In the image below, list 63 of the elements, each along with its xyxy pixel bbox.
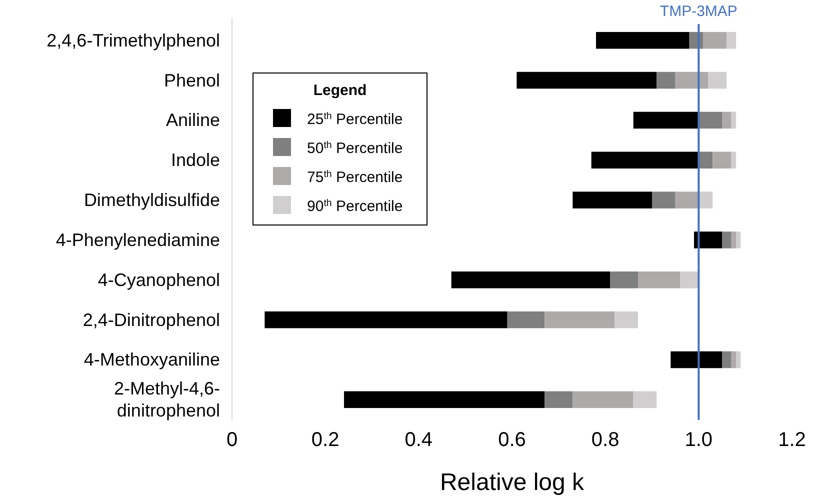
bar [451,271,610,288]
x-tick-label: 0 [226,429,238,451]
bar [675,192,699,208]
bar [633,391,657,408]
bar [670,351,722,368]
x-tick-label: 0.2 [311,429,340,451]
y-tick-label: 2,4-Dinitrophenol [82,310,220,330]
bar [726,32,736,49]
legend-label: 25$^{th}$ Percentile [307,110,403,128]
bar [614,311,638,328]
legend-title: Legend [313,82,367,99]
ref-line-label: TMP-3MAP [660,3,738,20]
bar [344,391,545,408]
bar [731,232,736,248]
x-axis-title: Relative log k [440,469,586,496]
y-tick-label: 4-Methoxyaniline [84,350,220,370]
bar [507,311,545,328]
bar [736,351,741,368]
bar [722,232,732,248]
bar [572,192,652,208]
y-tick-label: 2-Methyl-4,6-dinitrophenol [114,378,220,421]
y-tick-label: Indole [170,150,220,170]
y-tick-label: Aniline [166,110,220,130]
y-tick-label: 4-Phenylenediamine [56,230,220,250]
bar [694,232,722,248]
x-tick-label: 1.2 [778,429,806,451]
bar [698,152,713,169]
bar [703,32,727,49]
x-tick-label: 0.8 [591,429,620,451]
bar [698,192,713,208]
bar [675,72,708,89]
bar [516,72,657,89]
bar [610,271,638,288]
bar [656,72,676,89]
bar [708,72,727,89]
bar [722,351,732,368]
bar [264,311,508,328]
x-tick-label: 1.0 [684,429,713,451]
x-tick-label: 0.6 [498,429,526,451]
y-tick-label: 4-Cyanophenol [98,270,220,290]
bar [722,112,732,129]
legend-label: 90$^{th}$ Percentile [307,198,403,215]
bar [572,391,634,408]
x-tick-label: 0.4 [404,429,433,451]
bar [731,112,736,129]
y-tick-label: 2,4,6-Trimethylphenol [46,30,220,50]
bar [638,271,680,288]
bar [712,152,732,169]
y-tick-label: Dimethyldisulfide [84,190,220,210]
y-tick-label: Phenol [164,70,220,90]
bar [736,232,741,248]
legend-label: 75$^{th}$ Percentile [307,168,403,186]
bar [591,152,699,169]
bar [698,112,722,129]
bar [652,192,676,208]
bar [633,112,699,129]
bar [731,351,736,368]
bar [544,391,573,408]
bar [596,32,690,49]
bar [680,271,699,288]
bar [544,311,615,328]
bar [731,152,736,169]
legend-label: 50$^{th}$ Percentile [307,140,403,157]
